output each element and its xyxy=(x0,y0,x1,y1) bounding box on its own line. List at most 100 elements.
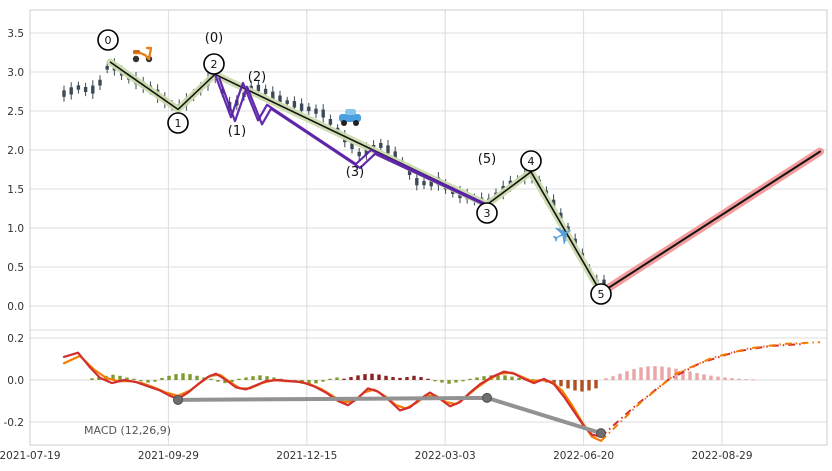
macd-histogram-bar xyxy=(398,377,402,380)
macd-histogram-bar xyxy=(559,380,563,387)
elliott-waves xyxy=(106,58,824,297)
macd-histogram-bar xyxy=(587,380,591,391)
macd-histogram-bar xyxy=(363,374,367,380)
macd-histogram-bar xyxy=(580,380,584,392)
macd-histogram-bar xyxy=(517,377,521,380)
candle-body xyxy=(278,95,282,103)
macd-histogram-bar xyxy=(461,380,465,382)
macd-histogram-bar xyxy=(265,376,269,380)
price-y-tick-label: 2.0 xyxy=(7,145,24,157)
macd-histogram-bar xyxy=(237,378,241,380)
candle-body xyxy=(350,143,354,150)
macd-histogram-bar xyxy=(139,380,143,382)
macd-histogram-bar xyxy=(307,380,311,385)
macd-histogram-bar xyxy=(174,374,178,380)
macd-histogram-bar xyxy=(251,376,255,380)
macd-histogram-bar xyxy=(391,377,395,380)
macd-histogram-bar xyxy=(433,380,437,382)
scooter-icon xyxy=(132,46,153,63)
price-y-tick-label: 3.0 xyxy=(7,67,24,79)
candle-body xyxy=(328,118,333,125)
macd-histogram-bar xyxy=(730,378,734,380)
plot-border xyxy=(29,9,828,446)
candle-body xyxy=(271,91,275,100)
wave-circle-label: 2 xyxy=(203,53,225,75)
macd-panel xyxy=(62,341,821,442)
macd-histogram-bar xyxy=(531,379,535,380)
wave-label-circle xyxy=(203,53,225,75)
macd-histogram-bar xyxy=(405,377,409,380)
macd-histogram-bar xyxy=(370,373,374,380)
candle-body xyxy=(62,90,66,97)
wave-label-circle xyxy=(97,29,119,51)
x-tick-label: 2021-12-15 xyxy=(276,450,337,462)
price-y-tick-label: 0.0 xyxy=(7,301,24,313)
scooter-seat xyxy=(133,50,140,53)
subwave-paren-label: (1) xyxy=(228,124,246,139)
candle-body xyxy=(98,79,102,86)
macd-histogram-bar xyxy=(552,380,556,385)
price-y-tick-label: 0.5 xyxy=(7,262,24,274)
macd-divergence-dot xyxy=(173,394,183,405)
macd-histogram-bar xyxy=(496,374,500,380)
candle-body xyxy=(105,65,109,70)
wave-labels: 0 1 2 3 4 5 (0) (1) (2) (3) (5) xyxy=(97,29,612,305)
macd-y-tick-label: 0.2 xyxy=(7,333,24,345)
macd-histogram-bar xyxy=(737,378,741,380)
scooter-body xyxy=(132,46,153,61)
macd-histogram-bar xyxy=(454,380,458,383)
macd-histogram-bar xyxy=(321,380,325,382)
x-tick-label: 2022-08-29 xyxy=(691,450,752,462)
macd-histogram-bar xyxy=(503,375,507,380)
scooter-wheel xyxy=(132,55,140,63)
macd-histogram-bar xyxy=(328,378,332,380)
macd-histogram-bar xyxy=(272,377,276,380)
macd-histogram-bar xyxy=(244,377,248,380)
wave-circle-label: 3 xyxy=(476,202,498,224)
macd-histogram-bar xyxy=(146,380,150,383)
macd-histogram-bar xyxy=(216,380,220,382)
candle-body xyxy=(299,103,304,111)
macd-histogram-bar xyxy=(160,377,164,380)
candle-body xyxy=(307,106,311,112)
macd-histogram-bar xyxy=(230,380,234,383)
macd-histogram-bar xyxy=(751,379,755,381)
macd-histogram-bar xyxy=(111,374,115,380)
macd-divergence-dot xyxy=(596,428,606,439)
wave-label-number: 4 xyxy=(528,155,535,168)
macd-y-tick-label: -0.2 xyxy=(4,417,25,429)
candle-body xyxy=(422,180,426,186)
macd-histogram-bar xyxy=(118,375,122,380)
car-cabin xyxy=(345,109,356,115)
macd-histogram-bar xyxy=(412,375,416,380)
candle-body xyxy=(566,226,570,230)
candle-body xyxy=(91,85,95,94)
wave-label-circle xyxy=(476,202,498,224)
subwave-line xyxy=(217,77,490,208)
macd-histogram-bar xyxy=(132,378,136,380)
price-y-tick-label: 1.5 xyxy=(7,184,24,196)
macd-histogram-bar xyxy=(744,379,748,380)
candle-body xyxy=(285,100,289,104)
candle-body xyxy=(379,142,383,149)
subwave-line xyxy=(213,73,488,206)
car-body xyxy=(339,114,361,122)
candle-body xyxy=(69,87,73,95)
macd-histogram-bar xyxy=(660,366,664,380)
candle-body xyxy=(364,147,369,155)
candle-body xyxy=(314,108,318,114)
subwave-paren-label: (3) xyxy=(346,165,364,180)
macd-histogram-bar xyxy=(335,377,339,380)
gridlines xyxy=(29,10,827,445)
wave-label-number: 3 xyxy=(484,207,491,220)
main-wave-line xyxy=(109,61,602,294)
candle-body xyxy=(386,145,390,154)
macd-histogram-bar xyxy=(510,376,514,380)
macd-histogram-bar xyxy=(625,371,629,380)
price-y-tick-label: 3.5 xyxy=(7,28,24,40)
macd-histogram-bar xyxy=(440,380,444,383)
wave-label-number: 2 xyxy=(211,58,218,71)
wave-circle-label: 4 xyxy=(520,150,542,172)
subwave-paren-label: (5) xyxy=(478,152,496,167)
